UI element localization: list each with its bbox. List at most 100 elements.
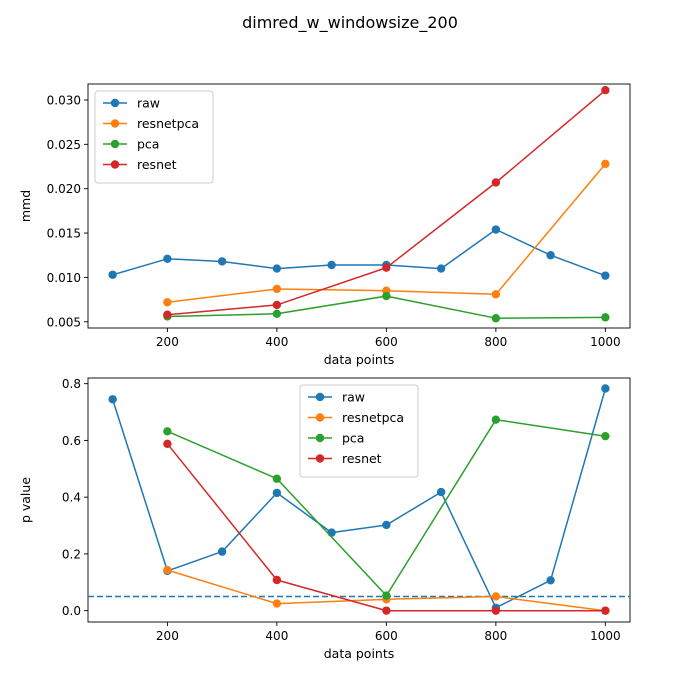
chart-0-point-pca [491,314,501,323]
chart-1-point-raw [601,384,610,393]
chart-1-legend-label-raw: raw [342,390,365,405]
chart-0-series-raw [108,225,610,280]
chart-0-ytick-label: 0.030 [47,93,81,107]
chart-0-series-resnetpca [163,159,610,307]
chart-0-point-raw [272,264,282,273]
chart-1-xtick-label: 600 [375,629,398,643]
chart-0-xtick-label: 400 [265,335,288,349]
chart-1-legend-label-resnet: resnet [342,451,382,466]
chart-1-legend-marker-resnetpca [315,413,325,422]
chart-0-legend-item-resnetpca: resnetpca [103,116,199,131]
chart-1-point-resnet [491,606,501,615]
chart-0-point-resnetpca [491,290,501,299]
chart-1-point-resnetpca [272,599,282,608]
chart-1-legend-item-pca: pca [308,431,364,446]
chart-1-legend-frame [299,384,419,478]
chart-0-xlabel: data points [324,352,395,367]
chart-0-legend-label-resnet: resnet [137,157,177,172]
chart-1-point-raw [272,488,282,498]
chart-1-legend-label-resnetpca: resnetpca [342,410,404,425]
chart-1-point-pca [163,427,172,436]
chart-1-line-raw [111,388,607,609]
chart-1-ytick-label: 0.6 [62,434,81,448]
chart-1-point-raw [436,487,446,497]
chart-1-xtick-label: 800 [484,629,507,643]
chart-1-point-raw [546,576,555,585]
chart-1-legend-marker-pca [315,433,325,443]
chart-1-legend-label-pca: pca [342,431,364,446]
chart-0-ytick-label: 0.015 [47,227,81,241]
chart-0-point-resnet [601,86,610,95]
chart-0-point-raw [163,254,172,263]
chart-0-line-resnetpca [167,163,606,304]
chart-0-legend-label-pca: pca [137,137,159,152]
chart-0-point-raw [491,225,501,234]
chart-0-point-resnet [491,178,501,187]
pvalue-subplot: 200 400 600 800 1000 0.0 0.2 0.4 0.6 0.8 data poin… [18,377,631,661]
chart-0-series-pca [163,291,610,323]
chart-0-legend-marker-raw [110,98,120,108]
chart-0-point-raw [217,257,227,266]
chart-0-point-resnet [272,300,282,310]
chart-1-point-raw [382,520,391,530]
chart-0-point-resnet [163,310,172,319]
chart-1-point-raw [108,395,117,404]
chart-0-legend-marker-pca [110,139,120,149]
chart-0-legend-frame [94,90,214,184]
chart-0-legend-item-pca: pca [103,137,159,152]
chart-0-point-raw [546,251,555,260]
chart-0-point-raw [108,270,117,279]
chart-0-xtick-label: 800 [484,335,507,349]
chart-1-xtick-label: 200 [156,629,179,643]
chart-0-point-pca [382,291,391,301]
chart-0-xtick-label: 1000 [590,335,621,349]
chart-0-point-pca [272,309,282,319]
chart-1-point-resnetpca [163,565,172,575]
chart-0-ytick-label: 0.025 [47,138,81,152]
chart-0-point-resnet [382,263,391,272]
chart-1-line-resnetpca [167,569,606,612]
chart-1-point-pca [491,415,501,424]
figure-suptitle: dimred_w_windowsize_200 [242,13,458,33]
chart-1-xtick-label: 400 [265,629,288,643]
chart-0-legend-marker-resnet [110,160,120,169]
chart-1-legend-marker-raw [315,392,325,402]
chart-1-legend-item-resnetpca: resnetpca [308,410,404,425]
chart-0-ytick-label: 0.005 [47,315,81,329]
chart-1-xlabel: data points [324,646,395,661]
chart-0-line-raw [112,228,606,277]
chart-0-legend: raw resnetpca pca resnet [94,90,214,184]
chart-1-point-pca [601,431,610,441]
chart-0-point-pca [601,313,610,322]
chart-1-ytick-label: 0.8 [62,377,81,391]
chart-0-xtick-label: 600 [375,335,398,349]
chart-0-point-resnetpca [272,284,282,294]
chart-1-point-resnet [601,606,610,615]
chart-1-point-resnet [272,575,282,585]
chart-0-ytick-label: 0.010 [47,271,81,285]
chart-1-point-resnetpca [491,592,501,601]
chart-1-point-raw [217,547,227,556]
chart-0-plot-area [87,83,631,329]
chart-1-ylabel: p value [18,477,33,523]
chart-0-legend-marker-resnetpca [110,119,120,128]
chart-0-point-raw [601,271,610,280]
chart-0-ylabel: mmd [18,190,33,222]
chart-1-series-resnet [163,439,610,615]
chart-0-point-raw [436,264,446,273]
chart-0-legend-label-raw: raw [137,96,160,111]
chart-1-legend-item-raw: raw [308,390,365,405]
chart-0-legend-item-resnet: resnet [103,157,177,172]
chart-0-legend-label-resnetpca: resnetpca [137,116,199,131]
chart-0-point-raw [327,260,336,270]
chart-1-point-resnet [382,606,391,615]
chart-1-ytick-label: 0.2 [62,547,81,561]
chart-1-legend-marker-resnet [315,454,325,463]
chart-0-point-resnetpca [601,159,610,169]
chart-1-ytick-label: 0.4 [62,491,81,505]
chart-1-point-raw [327,528,336,537]
chart-0-legend-item-raw: raw [103,96,160,111]
chart-1-ytick-label: 0.0 [62,604,81,618]
chart-0-xtick-label: 200 [156,335,179,349]
